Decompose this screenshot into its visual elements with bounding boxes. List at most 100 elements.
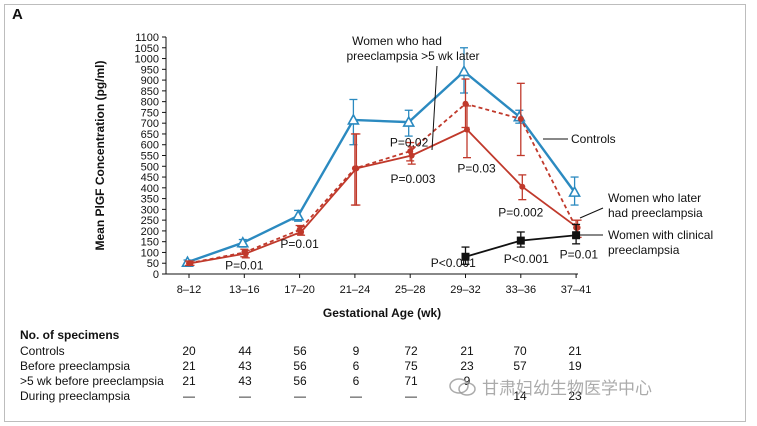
x-tick-label: 13–16 <box>229 284 260 296</box>
figure-frame <box>4 4 746 422</box>
y-tick-label: 650 <box>141 129 159 141</box>
y-tick-label: 50 <box>147 258 159 270</box>
table-cell: 14 <box>513 389 527 403</box>
table-cell: 20 <box>182 344 196 358</box>
row-label: >5 wk before preeclampsia <box>20 374 164 388</box>
y-tick-label: 900 <box>141 75 159 87</box>
table-cell: — <box>350 389 362 403</box>
data-point <box>407 148 414 155</box>
row-label: Controls <box>20 344 65 358</box>
p-value-annotation: P=0.01 <box>225 258 264 272</box>
data-point <box>351 165 358 172</box>
table-cell: — <box>405 389 417 403</box>
table-row-during: During preeclampsia — — — — — 14 23 <box>20 389 740 404</box>
y-tick-label: 100 <box>141 247 159 259</box>
x-axis-title: Gestational Age (wk) <box>323 306 441 320</box>
p-value-annotation: P=0.003 <box>390 172 435 186</box>
table-cell: 43 <box>238 374 252 388</box>
table-cell: 71 <box>404 374 418 388</box>
series-line-1 <box>190 128 579 265</box>
y-tick-label: 0 <box>153 269 159 281</box>
table-cell: 75 <box>404 359 418 373</box>
data-point <box>291 209 305 221</box>
table-cell: 9 <box>463 374 471 388</box>
table-cell: 43 <box>238 359 252 373</box>
table-cell: — <box>183 389 195 403</box>
x-tick-label: 33–36 <box>506 284 537 296</box>
y-tick-label: 200 <box>141 226 159 238</box>
y-tick-label: 250 <box>141 215 159 227</box>
plgf-line-chart: 0501001502002503003504004505005506006507… <box>93 32 713 320</box>
x-tick-label: 29–32 <box>450 284 481 296</box>
label-women-clinical-pe: Women with clinical <box>608 228 713 242</box>
data-point <box>519 183 526 190</box>
label-women-5wk-later: preeclampsia >5 wk later <box>346 49 479 63</box>
data-point <box>241 249 248 256</box>
table-cell: 6 <box>352 359 360 373</box>
y-tick-label: 550 <box>141 151 159 163</box>
table-cell: — <box>239 389 251 403</box>
y-tick-label: 750 <box>141 107 159 119</box>
y-tick-label: 700 <box>141 118 159 130</box>
y-tick-label: 450 <box>141 172 159 184</box>
y-tick-label: 600 <box>141 140 159 152</box>
table-cell: — <box>294 389 306 403</box>
table-cell: 56 <box>293 374 307 388</box>
y-tick-label: 500 <box>141 161 159 173</box>
table-cell: 23 <box>568 389 582 403</box>
data-point <box>457 64 471 77</box>
y-axis-title: Mean PlGF Concentration (pg/ml) <box>93 60 107 250</box>
data-point <box>516 236 525 245</box>
label-women-clinical-pe: preeclampsia <box>608 243 680 257</box>
label-pointer <box>579 207 604 219</box>
x-tick-label: 37–41 <box>561 284 592 296</box>
label-women-later-pe: Women who later <box>608 191 701 205</box>
table-cell: 21 <box>182 374 196 388</box>
table-cell: 70 <box>513 344 527 358</box>
table-cell: 72 <box>404 344 418 358</box>
table-cell: 23 <box>460 359 474 373</box>
data-point <box>517 115 524 122</box>
label-women-later-pe: had preeclampsia <box>608 206 703 220</box>
data-point <box>461 252 470 261</box>
table-cell: 56 <box>293 359 307 373</box>
data-point <box>296 226 303 233</box>
table-cell: 21 <box>460 344 474 358</box>
y-tick-label: 400 <box>141 183 159 195</box>
row-label: During preeclampsia <box>20 389 131 403</box>
y-tick-label: 1050 <box>135 43 159 55</box>
table-cell: 9 <box>352 344 360 358</box>
p-value-annotation: P<0.001 <box>431 256 476 270</box>
table-cell: 57 <box>513 359 527 373</box>
x-tick-label: 25–28 <box>395 284 426 296</box>
data-point <box>464 126 470 133</box>
y-tick-label: 1100 <box>135 32 159 44</box>
p-value-annotation: P=0.01 <box>280 237 319 251</box>
p-value-annotation: P=0.002 <box>498 206 543 220</box>
table-cell: 19 <box>568 359 582 373</box>
table-row-before: Before preeclampsia 21 43 56 6 75 23 57 … <box>20 359 740 374</box>
label-pointer <box>431 65 438 151</box>
x-tick-label: 8–12 <box>177 284 201 296</box>
data-point <box>402 115 416 127</box>
table-cell: 21 <box>568 344 582 358</box>
wechat-icon <box>449 377 476 396</box>
y-tick-label: 350 <box>141 194 159 206</box>
y-tick-label: 150 <box>141 237 159 249</box>
p-value-annotation: P<0.001 <box>504 252 549 266</box>
label-controls: Controls <box>571 132 616 146</box>
table-cell: 6 <box>352 374 360 388</box>
label-women-5wk-later: Women who had <box>352 34 442 48</box>
p-value-annotation: P=0.01 <box>560 248 599 262</box>
table-cell: 44 <box>238 344 252 358</box>
row-label: Before preeclampsia <box>20 359 131 373</box>
y-tick-label: 950 <box>141 64 159 76</box>
table-row-5wk-before: >5 wk before preeclampsia 21 43 56 6 71 … <box>20 374 740 389</box>
table-cell: 21 <box>182 359 196 373</box>
x-tick-label: 21–24 <box>340 284 371 296</box>
series-line-0 <box>187 69 576 264</box>
table-row-controls: Controls 20 44 56 9 72 21 70 21 <box>20 344 740 359</box>
y-tick-label: 300 <box>141 204 159 216</box>
watermark-text: 甘肃妇幼生物医学中心 <box>482 379 652 398</box>
series-line-2 <box>188 102 577 265</box>
